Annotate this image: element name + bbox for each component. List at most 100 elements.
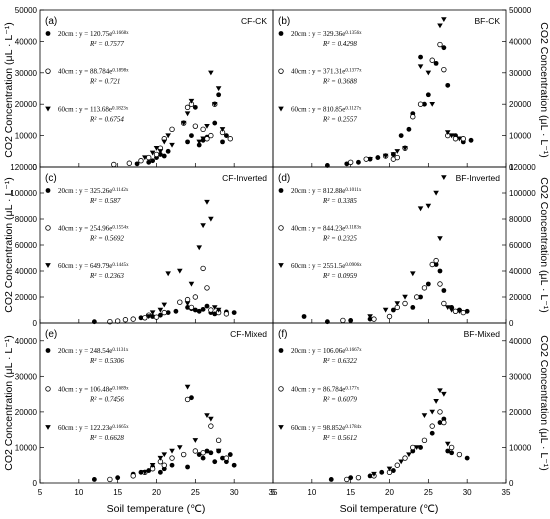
point-40cm — [448, 444, 455, 451]
point-40cm — [177, 299, 183, 305]
point-60cm — [45, 106, 51, 112]
point-20cm — [328, 477, 334, 482]
legend-r2: R² = 0.0959 — [322, 272, 357, 280]
point-20cm — [375, 155, 381, 160]
point-20cm — [196, 308, 202, 314]
y-tick-label: 0 — [509, 163, 514, 172]
point-60cm — [448, 133, 455, 139]
panel-f: 0 10000 20000 30000 40000 5 10 15 20 25 30 35 (f) BF-… — [271, 322, 532, 497]
point-40cm — [184, 396, 191, 403]
point-40cm — [111, 161, 117, 168]
point-20cm — [185, 305, 190, 310]
point-40cm — [456, 451, 463, 458]
point-60cm — [406, 452, 412, 458]
series-20cm — [301, 262, 470, 325]
point-20cm — [418, 445, 423, 450]
legend-entry-40cm: 40cm : y = 106.48e0.1689x R² = 0.7456 — [45, 385, 129, 403]
point-60cm — [196, 139, 203, 145]
exponent: 0.1667x — [345, 348, 362, 353]
point-20cm — [220, 455, 225, 461]
point-40cm — [45, 68, 51, 74]
legend-equation: 20cm : y = 106.06e0.1667x — [291, 347, 362, 355]
point-60cm — [367, 156, 373, 162]
point-60cm — [390, 152, 397, 158]
point-40cm — [180, 451, 187, 458]
point-40cm — [200, 265, 206, 272]
point-20cm — [192, 104, 198, 110]
legend-entry-40cm: 40cm : y = 371.31e0.1377x R² = 0.3688 — [278, 68, 362, 86]
legend-entry-60cm: 60cm : y = 113.68e0.1823x R² = 0.6754 — [45, 105, 129, 123]
point-40cm — [278, 68, 284, 74]
point-60cm — [402, 145, 408, 151]
point-60cm — [45, 263, 51, 268]
legend-entry-20cm: 20cm : y = 106.06e0.1667x R² = 0.6322 — [278, 347, 362, 365]
point-40cm — [355, 474, 362, 481]
point-20cm — [212, 120, 218, 126]
x-tick-label: 25 — [191, 488, 200, 497]
point-40cm — [394, 154, 400, 161]
point-40cm — [437, 41, 443, 48]
y-tick-label: 0 — [33, 319, 38, 328]
panel-title: CF-CK — [241, 16, 267, 26]
point-40cm — [192, 448, 199, 454]
point-60cm — [444, 130, 451, 136]
point-60cm — [219, 127, 226, 132]
point-60cm — [367, 314, 373, 320]
legend-equation: 40cm : y = 844.23e0.1183x — [291, 224, 362, 232]
point-60cm — [441, 17, 447, 23]
point-20cm — [398, 133, 404, 139]
point-40cm — [371, 316, 377, 322]
point-40cm — [227, 136, 233, 142]
point-60cm — [161, 302, 168, 308]
point-60cm — [145, 314, 152, 320]
x-tick-label: 35 — [502, 488, 511, 497]
point-40cm — [421, 437, 428, 444]
point-20cm — [196, 142, 202, 148]
point-40cm — [441, 66, 447, 73]
point-40cm — [142, 315, 148, 321]
panel-label: (f) — [278, 329, 287, 340]
legend-r2: R² = 0.5692 — [89, 234, 124, 242]
point-40cm — [402, 300, 408, 307]
legend-entry-40cm: 40cm : y = 254.96e0.1554x R² = 0.5692 — [45, 224, 129, 242]
point-20cm — [138, 469, 144, 475]
point-20cm — [208, 450, 214, 456]
point-40cm — [161, 309, 167, 316]
panel-label: (c) — [45, 173, 57, 184]
point-40cm — [344, 476, 350, 483]
legend-r2: R² = 0.721 — [89, 78, 120, 86]
x-tick-label: 10 — [74, 488, 83, 497]
y-axis-title-right: CO2 Concentration (μL · L⁻¹) — [538, 22, 550, 158]
legend-entry-60cm: 60cm : y = 810.85e0.1127x R² = 0.2557 — [278, 105, 362, 123]
point-20cm — [231, 310, 237, 315]
point-20cm — [425, 92, 431, 98]
point-40cm — [138, 158, 144, 164]
legend-r2: R² = 0.7577 — [89, 40, 124, 48]
point-40cm — [107, 476, 113, 483]
legend-entry-40cm: 40cm : y = 88.784e0.1898x R² = 0.721 — [45, 68, 129, 86]
point-20cm — [224, 133, 229, 139]
point-20cm — [216, 92, 222, 98]
point-20cm — [379, 469, 385, 475]
y-axis-title-left: CO2 Concentration (μL · L⁻¹) — [3, 22, 15, 158]
point-60cm — [177, 268, 183, 274]
point-60cm — [444, 305, 451, 310]
point-40cm — [208, 307, 214, 313]
legend-equation: 20cm : y = 325.26e0.1142x — [58, 187, 129, 195]
point-60cm — [444, 441, 451, 447]
point-40cm — [452, 308, 459, 314]
point-60cm — [184, 111, 191, 117]
point-60cm — [204, 123, 210, 129]
y-tick-label: 80000 — [15, 215, 38, 224]
point-60cm — [45, 425, 51, 430]
point-20cm — [204, 448, 210, 454]
panel-title: BF-CK — [475, 16, 501, 26]
point-20cm — [169, 462, 175, 468]
point-20cm — [173, 308, 179, 314]
exponent: 0.1131x — [112, 348, 129, 353]
legend-entry-20cm: 20cm : y = 329.36e0.1356x R² = 0.4298 — [278, 30, 362, 48]
exponent: 0.1689x — [112, 386, 129, 391]
point-40cm — [192, 294, 199, 300]
point-60cm — [437, 23, 443, 29]
exponent: 0.0906x — [345, 262, 362, 267]
